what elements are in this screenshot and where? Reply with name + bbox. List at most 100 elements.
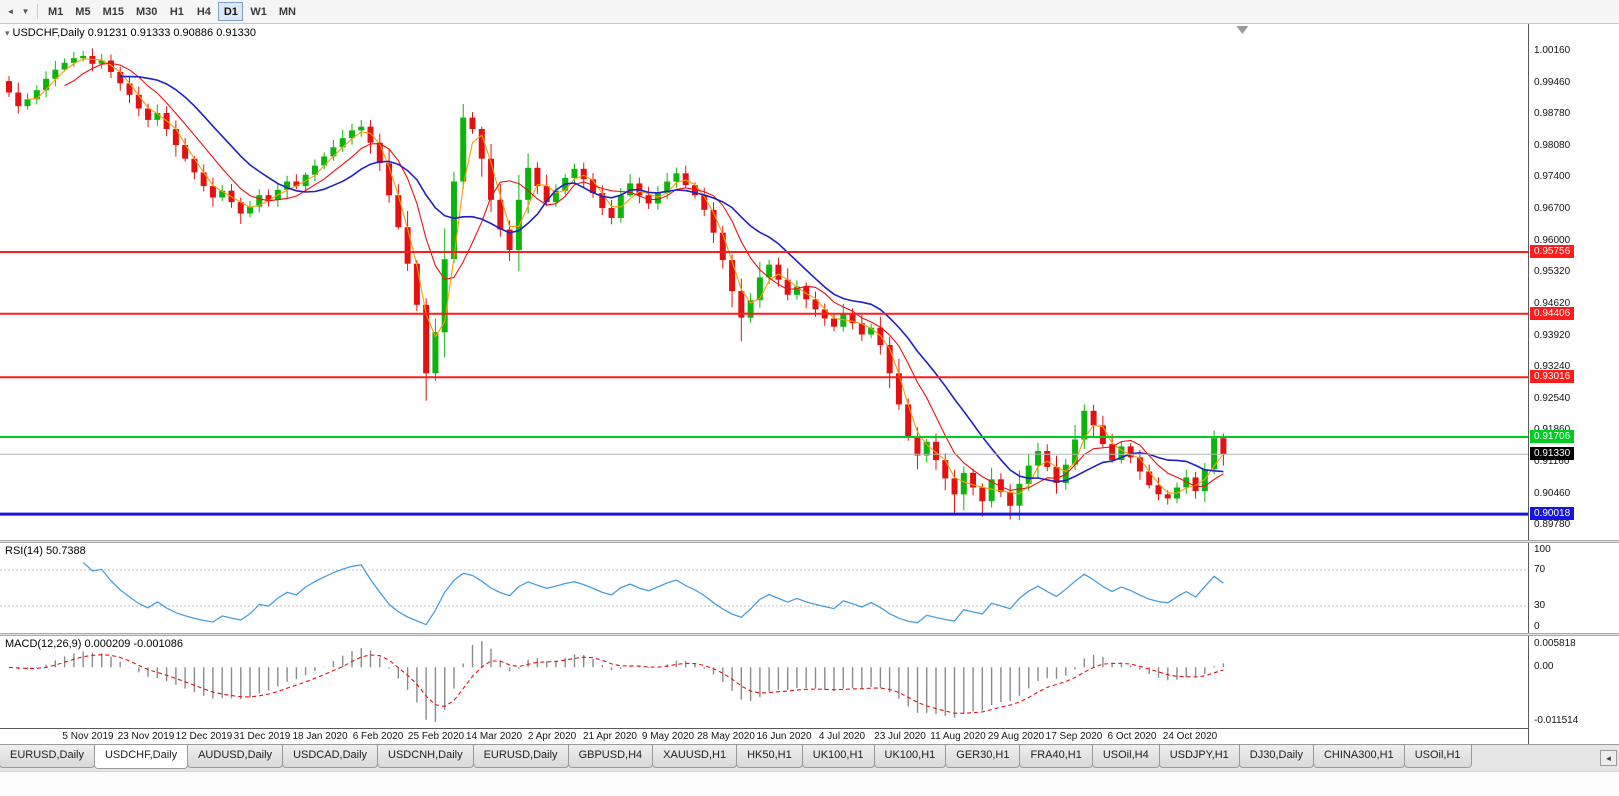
timeframe-mn-button[interactable]: MN: [278, 5, 296, 18]
price-tick-label: 0.97400: [1534, 171, 1571, 182]
price-tick-label: 0.89780: [1534, 519, 1571, 530]
chart-tab-usdcnh-daily[interactable]: USDCNH,Daily: [377, 745, 474, 768]
date-tick-label: 18 Jan 2020: [292, 731, 348, 742]
timeframe-m1-button[interactable]: M1: [48, 5, 64, 18]
panel-splitter[interactable]: [0, 633, 1619, 636]
date-tick-label: 23 Jul 2020: [874, 731, 926, 742]
date-tick-label: 6 Feb 2020: [352, 731, 404, 742]
candlestick-plot[interactable]: [0, 24, 1528, 540]
chart-tab-fra40-h1[interactable]: FRA40,H1: [1019, 745, 1093, 768]
timeframe-toolbar: ◄ ▼ M1 M5 M15 M30 H1 H4 D1 W1 MN: [0, 0, 1619, 24]
price-tick-label: 0.91160: [1534, 456, 1570, 467]
date-tick-label: 31 Dec 2019: [233, 731, 291, 742]
rsi-tick-label: 30: [1534, 600, 1546, 611]
status-bar: [0, 771, 1619, 796]
price-tick-label: 0.96000: [1534, 235, 1571, 246]
timeframe-m30-button[interactable]: M30: [135, 5, 158, 18]
macd-plot[interactable]: [0, 636, 1528, 728]
price-tick-label: 0.95320: [1534, 266, 1571, 277]
date-tick-label: 2 Apr 2020: [527, 731, 577, 742]
chart-tab-usdchf-daily[interactable]: USDCHF,Daily: [93, 745, 189, 769]
date-tick-label: 14 Mar 2020: [465, 731, 523, 742]
date-tick-label: 12 Dec 2019: [175, 731, 233, 742]
chart-tab-xauusd-h1[interactable]: XAUUSD,H1: [652, 745, 738, 768]
price-tick-label: 0.93920: [1534, 330, 1571, 341]
chart-shift-marker-icon: [1236, 26, 1249, 34]
ohlc-low: 0.90886: [173, 27, 214, 39]
date-tick-label: 23 Nov 2019: [117, 731, 175, 742]
timeframe-buttons: M1 M5 M15 M30 H1 H4 D1 W1 MN: [42, 2, 302, 21]
price-level-badge: 0.95756: [1530, 245, 1575, 258]
date-tick-label: 17 Sep 2020: [1045, 731, 1103, 742]
price-tick-label: 1.00160: [1534, 45, 1571, 56]
date-tick-label: 29 Aug 2020: [987, 731, 1045, 742]
rsi-label: RSI(14) 50.7388: [5, 545, 86, 557]
ohlc-info-line: ▾ USDCHF,Daily 0.91231 0.91333 0.90886 0.…: [5, 27, 256, 39]
price-tick-label: 0.98080: [1534, 140, 1571, 151]
chart-tab-usoil-h4[interactable]: USOil,H4: [1091, 745, 1160, 768]
current-price-badge: 0.91330: [1530, 447, 1575, 460]
chart-tab-ger30-h1[interactable]: GER30,H1: [945, 745, 1021, 768]
chart-scroll-back-icon[interactable]: ◄: [6, 7, 15, 16]
panel-splitter[interactable]: [0, 540, 1619, 543]
toolbar-separator: [37, 4, 38, 19]
date-tick-label: 21 Apr 2020: [583, 731, 637, 742]
chart-region: ▾ USDCHF,Daily 0.91231 0.91333 0.90886 0.…: [0, 24, 1619, 744]
timeframe-h1-button[interactable]: H1: [169, 5, 184, 18]
price-tick-label: 0.94620: [1534, 298, 1571, 309]
chart-tab-usdjpy-h1[interactable]: USDJPY,H1: [1158, 745, 1240, 768]
date-tick-label: 24 Oct 2020: [1162, 731, 1218, 742]
price-tick-label: 0.92540: [1534, 393, 1571, 404]
macd-tick-label: 0.005818: [1534, 638, 1576, 649]
timeframe-d1-button[interactable]: D1: [218, 2, 244, 21]
price-tick-label: 0.99460: [1534, 77, 1571, 88]
date-tick-label: 16 Jun 2020: [756, 731, 812, 742]
one-click-trading-icon[interactable]: ▾: [5, 28, 10, 38]
price-level-badge: 0.91706: [1530, 430, 1575, 443]
ohlc-close: 0.91330: [216, 27, 256, 39]
rsi-tick-label: 70: [1534, 564, 1546, 575]
chart-tab-usdcad-daily[interactable]: USDCAD,Daily: [282, 745, 379, 768]
date-tick-label: 9 May 2020: [641, 731, 695, 742]
chart-tab-uk100-h1[interactable]: UK100,H1: [801, 745, 875, 768]
tabs-scroll-left-button[interactable]: ◄: [1600, 750, 1617, 766]
macd-tick-label: -0.011514: [1534, 715, 1579, 726]
date-tick-label: 25 Feb 2020: [407, 731, 465, 742]
chart-symbol-label: USDCHF,Daily: [12, 27, 85, 39]
chart-tab-china300-h1[interactable]: CHINA300,H1: [1312, 745, 1405, 768]
chart-tab-uk100-h1[interactable]: UK100,H1: [873, 745, 947, 768]
timeframe-w1-button[interactable]: W1: [250, 5, 267, 18]
date-tick-label: 28 May 2020: [697, 731, 755, 742]
timeframe-dropdown-icon[interactable]: ▼: [21, 7, 30, 16]
time-axis[interactable]: 5 Nov 2019 23 Nov 2019 12 Dec 2019 31 Dec 2…: [0, 728, 1528, 744]
price-level-badge: 0.93016: [1530, 370, 1575, 383]
rsi-panel[interactable]: RSI(14) 50.7388: [0, 543, 1528, 633]
timeframe-h4-button[interactable]: H4: [196, 5, 211, 18]
chart-tab-gbpusd-h4[interactable]: GBPUSD,H4: [567, 745, 654, 768]
macd-label: MACD(12,26,9) 0.000209 -0.001086: [5, 638, 183, 650]
timeframe-m5-button[interactable]: M5: [75, 5, 91, 18]
rsi-plot[interactable]: [0, 543, 1528, 633]
price-tick-label: 0.96700: [1534, 203, 1571, 214]
price-tick-label: 0.98780: [1534, 108, 1571, 119]
rsi-tick-label: 100: [1534, 544, 1551, 555]
price-axis[interactable]: 1.00160 0.99460 0.98780 0.98080 0.97400 0.967…: [1528, 24, 1619, 744]
chart-tab-hk50-h1[interactable]: HK50,H1: [736, 745, 803, 768]
price-level-badge: 0.94406: [1530, 307, 1575, 320]
chart-tab-audusd-daily[interactable]: AUDUSD,Daily: [187, 745, 284, 768]
date-tick-label: 6 Oct 2020: [1107, 731, 1157, 742]
timeframe-m15-button[interactable]: M15: [102, 5, 124, 18]
price-panel[interactable]: ▾ USDCHF,Daily 0.91231 0.91333 0.90886 0.…: [0, 24, 1528, 540]
chart-tab-dj30-daily[interactable]: DJ30,Daily: [1238, 745, 1314, 768]
date-tick-label: 4 Jul 2020: [818, 731, 866, 742]
date-tick-label: 11 Aug 2020: [930, 731, 986, 742]
macd-panel[interactable]: MACD(12,26,9) 0.000209 -0.001086: [0, 636, 1528, 728]
chart-tab-eurusd-daily[interactable]: EURUSD,Daily: [0, 745, 95, 768]
price-tick-label: 0.93240: [1534, 361, 1571, 372]
chart-tab-eurusd-daily[interactable]: EURUSD,Daily: [472, 745, 569, 768]
macd-tick-label: 0.00: [1534, 661, 1554, 672]
chart-tab-bar: EURUSD,Daily USDCHF,Daily AUDUSD,Daily USDC…: [0, 744, 1619, 771]
chart-tab-usoil-h1[interactable]: USOil,H1: [1403, 745, 1472, 768]
date-tick-label: 5 Nov 2019: [62, 731, 114, 742]
